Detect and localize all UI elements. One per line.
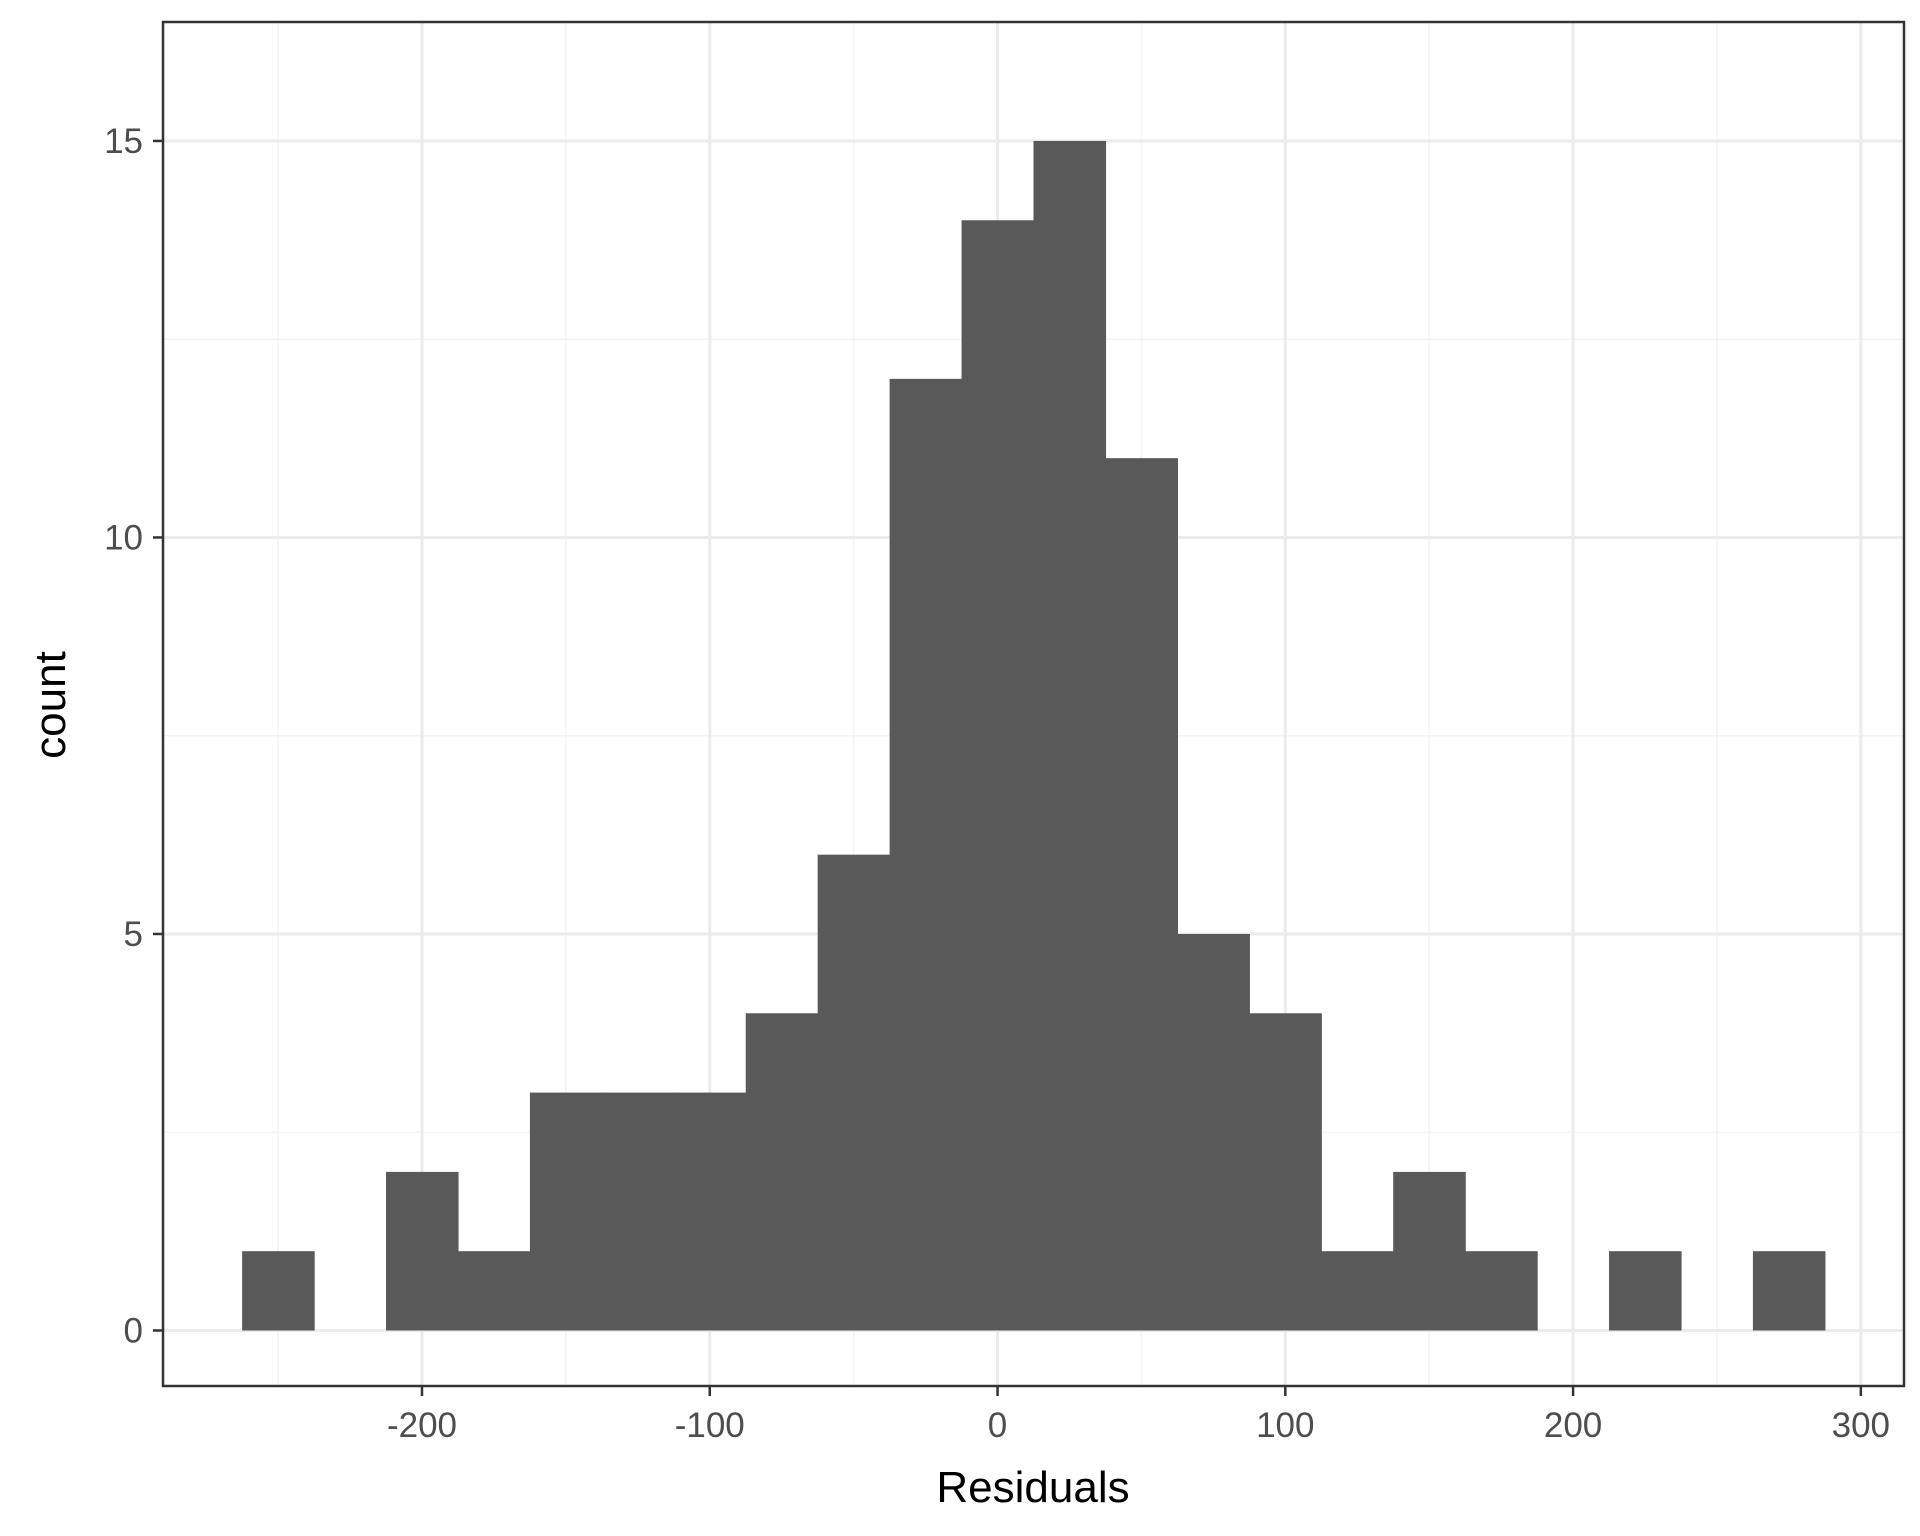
y-axis-title: count — [26, 651, 75, 759]
x-tick-label: 100 — [1256, 1406, 1314, 1445]
histogram-bar — [1249, 1013, 1322, 1331]
y-axis: 0 5 10 15 — [104, 122, 163, 1350]
histogram-bar — [1393, 1171, 1466, 1331]
histogram-bar — [673, 1092, 747, 1331]
y-tick-label: 10 — [104, 518, 143, 557]
histogram-bar — [457, 1251, 531, 1331]
y-tick-label: 5 — [124, 915, 143, 954]
histogram-bar — [601, 1092, 675, 1331]
histogram-bar — [1177, 933, 1250, 1331]
x-axis-title: Residuals — [936, 1463, 1129, 1512]
x-axis: -200 -100 0 100 200 300 — [387, 1386, 1890, 1445]
histogram-bar — [242, 1251, 315, 1331]
histogram-bars — [242, 140, 1826, 1331]
histogram-bar — [745, 1013, 819, 1331]
y-tick-label: 15 — [104, 122, 143, 161]
histogram-bar — [1752, 1251, 1826, 1331]
histogram-bar — [529, 1092, 603, 1331]
histogram-bar — [889, 378, 963, 1331]
histogram-bar — [1321, 1251, 1394, 1331]
x-tick-label: 0 — [988, 1406, 1007, 1445]
histogram-bar — [386, 1171, 459, 1331]
histogram-bar — [1465, 1251, 1538, 1331]
x-tick-label: 300 — [1832, 1406, 1890, 1445]
histogram-bar — [817, 854, 891, 1331]
y-tick-label: 0 — [124, 1311, 143, 1350]
x-tick-label: -100 — [675, 1406, 745, 1445]
x-tick-label: 200 — [1544, 1406, 1602, 1445]
histogram-bar — [961, 220, 1035, 1331]
histogram-bar — [1609, 1251, 1682, 1331]
panel-border — [161, 20, 1906, 1388]
histogram-bar — [1105, 458, 1178, 1331]
histogram-bar — [1033, 140, 1107, 1331]
x-tick-label: -200 — [387, 1406, 457, 1445]
